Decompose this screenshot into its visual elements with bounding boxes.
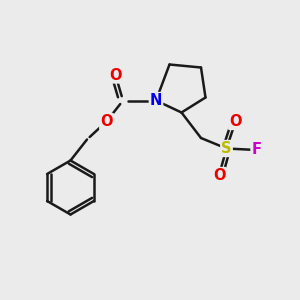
Text: O: O [109, 68, 122, 82]
Text: S: S [221, 141, 232, 156]
Text: O: O [100, 114, 113, 129]
Text: N: N [150, 93, 162, 108]
Text: F: F [251, 142, 262, 158]
Text: O: O [229, 114, 242, 129]
Text: O: O [213, 168, 225, 183]
